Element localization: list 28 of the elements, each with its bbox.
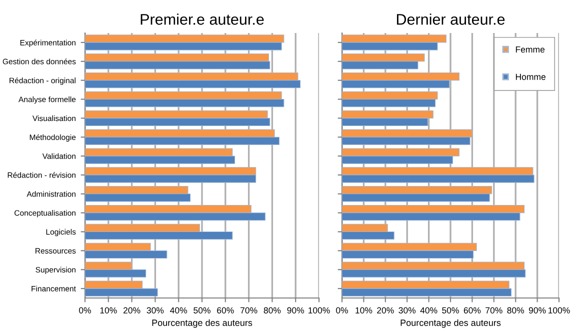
x-tick-label: 40% — [170, 307, 188, 314]
x-tick-label: 0% — [79, 307, 92, 314]
x-axis-title: Pourcentage des auteurs — [152, 319, 252, 328]
x-tick-label: 90% — [287, 307, 304, 314]
x-tick-label: 50% — [194, 307, 210, 314]
x-tick-label: 30% — [398, 307, 416, 314]
chart-title: Premier.e auteur.e — [140, 14, 264, 25]
x-tick-label: 40% — [420, 307, 438, 314]
legend-label: Homme — [516, 74, 546, 80]
x-tick-label: 100% — [308, 307, 330, 314]
x-axis-title: Pourcentage des auteurs — [400, 319, 501, 328]
legend-label: Femme — [516, 46, 545, 53]
x-tick-label: 60% — [464, 307, 481, 314]
x-tick-label: 90% — [528, 307, 546, 314]
chart-title: Dernier auteur.e — [396, 14, 505, 25]
x-tick-label: 70% — [240, 307, 258, 314]
x-tick-label: 10% — [356, 307, 372, 314]
x-tick-label: 100% — [548, 307, 570, 314]
x-tick-label: 80% — [507, 307, 524, 314]
x-tick-label: 70% — [486, 307, 502, 314]
x-tick-label: 0% — [336, 307, 348, 314]
x-tick-label: 50% — [442, 307, 459, 314]
x-tick-label: 80% — [264, 307, 281, 314]
x-tick-label: 20% — [123, 307, 140, 314]
x-tick-label: 20% — [377, 307, 394, 314]
x-tick-label: 60% — [217, 307, 234, 314]
x-tick-label: 30% — [146, 307, 164, 314]
x-tick-label: 10% — [100, 307, 117, 314]
